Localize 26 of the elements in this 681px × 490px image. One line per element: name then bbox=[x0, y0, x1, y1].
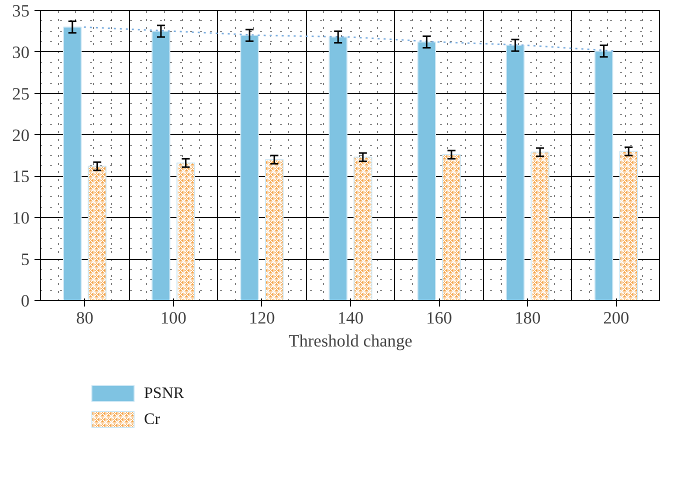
x-tick-label: 100 bbox=[160, 308, 186, 328]
line-series bbox=[83, 26, 616, 52]
bar bbox=[506, 44, 525, 300]
bar bbox=[240, 34, 259, 300]
x-tick-label: 200 bbox=[603, 308, 630, 328]
legend-label: Cr bbox=[144, 411, 161, 428]
x-tick-label: 80 bbox=[76, 308, 94, 328]
legend-label: PSNR bbox=[144, 385, 184, 402]
bar bbox=[594, 50, 614, 300]
y-tick-label: 35 bbox=[12, 2, 30, 20]
bar bbox=[63, 26, 82, 300]
x-axis-title: Threshold change bbox=[288, 332, 413, 350]
bar bbox=[152, 30, 170, 300]
x-tick-label: 180 bbox=[514, 308, 541, 328]
x-tick-label: 160 bbox=[426, 308, 452, 328]
y-tick-label: 15 bbox=[12, 167, 30, 186]
y-tick-label: 10 bbox=[12, 208, 30, 228]
bar bbox=[417, 41, 436, 300]
y-tick-label: 0 bbox=[20, 292, 30, 310]
x-tick-label: 120 bbox=[248, 308, 275, 328]
y-tick-label: 5 bbox=[20, 250, 30, 270]
y-tick-label: 30 bbox=[12, 42, 30, 62]
x-tick-label: 140 bbox=[338, 308, 364, 328]
bar bbox=[328, 36, 348, 300]
y-tick-label: 25 bbox=[12, 84, 30, 104]
y-tick-label: 20 bbox=[12, 126, 30, 145]
